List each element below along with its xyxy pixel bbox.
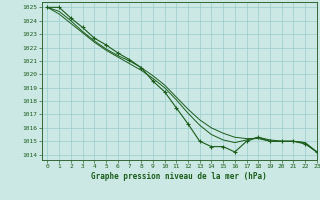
X-axis label: Graphe pression niveau de la mer (hPa): Graphe pression niveau de la mer (hPa) <box>91 172 267 181</box>
